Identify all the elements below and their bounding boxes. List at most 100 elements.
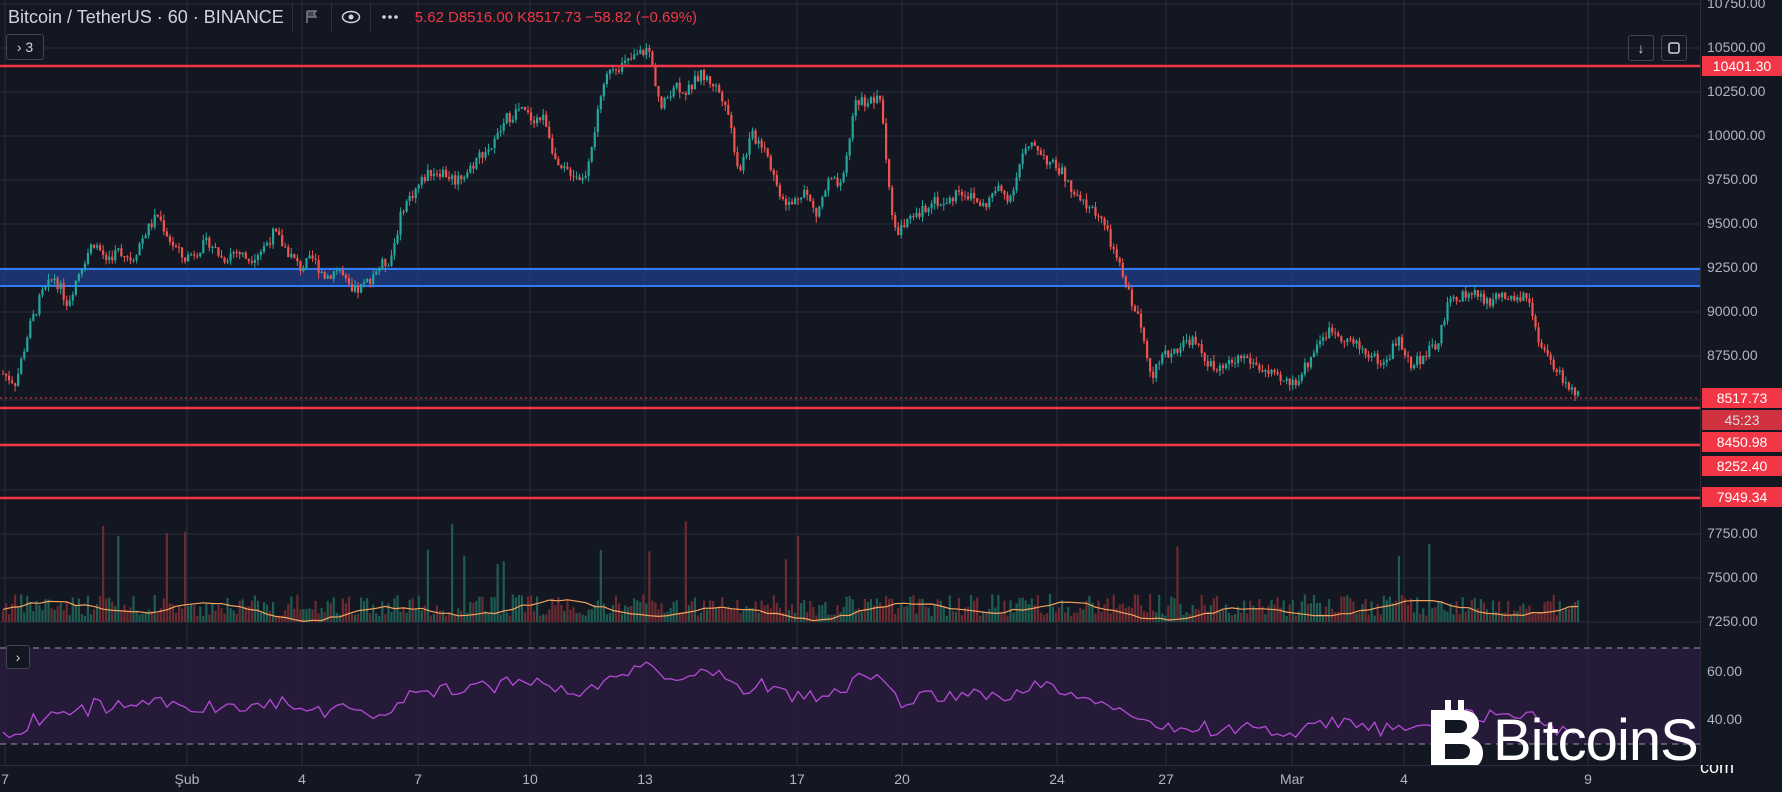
volume-bar bbox=[520, 595, 524, 622]
volume-bar bbox=[305, 609, 308, 622]
candle-body bbox=[593, 132, 596, 148]
volume-bar bbox=[727, 606, 730, 622]
volume-bar bbox=[284, 610, 287, 622]
candle-body bbox=[505, 113, 508, 124]
volume-bar bbox=[1230, 615, 1234, 622]
volume-bar bbox=[839, 612, 842, 622]
more-icon[interactable] bbox=[369, 2, 409, 32]
candle-body bbox=[642, 49, 645, 55]
candle-body bbox=[99, 245, 102, 251]
candle-body bbox=[1, 373, 5, 375]
volume-bar bbox=[636, 600, 639, 622]
flag-icon[interactable] bbox=[291, 2, 331, 32]
volume-bar bbox=[26, 595, 29, 622]
candle-body bbox=[259, 251, 263, 256]
candle-body bbox=[332, 271, 335, 279]
volume-bar bbox=[177, 606, 181, 622]
volume-bar bbox=[275, 615, 278, 622]
volume-bar bbox=[1510, 615, 1513, 622]
candle-body bbox=[599, 96, 602, 110]
volume-bar bbox=[994, 607, 997, 622]
legend-collapse-button[interactable]: › 3 bbox=[6, 34, 44, 60]
candle-body bbox=[1130, 289, 1134, 307]
volume-bar bbox=[190, 604, 193, 622]
volume-bar bbox=[1416, 597, 1419, 622]
candle-body bbox=[915, 212, 918, 217]
price-axis[interactable]: 10750.00 10500.00 10250.00 10000.00 9750.00 9… bbox=[1700, 0, 1782, 765]
candle-body bbox=[323, 271, 326, 279]
zone-fill bbox=[0, 269, 1700, 286]
volume-bar bbox=[736, 600, 739, 622]
rsi-legend-toggle[interactable]: › bbox=[6, 645, 30, 669]
volume-bar bbox=[1237, 606, 1240, 622]
volume-bar bbox=[326, 600, 329, 622]
volume-bar bbox=[220, 608, 223, 622]
candle-body bbox=[596, 109, 599, 133]
candle-body bbox=[363, 282, 366, 285]
candle-body bbox=[92, 244, 96, 248]
price-badge-level: 8450.98 bbox=[1702, 432, 1782, 452]
candle-body bbox=[1082, 199, 1085, 201]
price-chart[interactable] bbox=[0, 0, 1700, 765]
volume-bar bbox=[402, 608, 405, 622]
candle-body bbox=[1115, 249, 1118, 258]
volume-bar bbox=[824, 602, 827, 622]
candle-body bbox=[636, 53, 639, 55]
scroll-to-latest-button[interactable]: ↓ bbox=[1628, 35, 1654, 61]
candle-body bbox=[1133, 306, 1137, 312]
candle-body bbox=[454, 175, 457, 185]
candle-body bbox=[475, 158, 478, 169]
candle-body bbox=[65, 299, 68, 306]
candle-body bbox=[1182, 340, 1185, 348]
volume-bar bbox=[1124, 607, 1127, 622]
volume-bar bbox=[1558, 601, 1561, 622]
candle-body bbox=[438, 173, 442, 177]
price-tick: 9000.00 bbox=[1707, 303, 1758, 319]
volume-bar bbox=[1139, 605, 1143, 622]
candle-body bbox=[851, 116, 854, 139]
candle-body bbox=[787, 201, 791, 205]
eye-icon[interactable] bbox=[330, 2, 370, 32]
candle-body bbox=[1142, 327, 1146, 341]
candle-body bbox=[766, 148, 769, 157]
volume-bar bbox=[730, 609, 733, 622]
candle-body bbox=[633, 54, 636, 60]
price-tick: 9500.00 bbox=[1707, 215, 1758, 231]
maximize-button[interactable] bbox=[1661, 35, 1687, 61]
volume-bar bbox=[742, 610, 745, 622]
time-axis[interactable]: 7 Şub 4 7 10 13 17 20 24 27 Mar 4 9 bbox=[0, 765, 1700, 792]
candle-body bbox=[605, 74, 609, 85]
symbol-title[interactable]: Bitcoin / TetherUS · 60 · BINANCE bbox=[8, 6, 284, 27]
candle-body bbox=[1425, 355, 1428, 357]
volume-bar bbox=[1321, 614, 1325, 622]
candle-body bbox=[50, 279, 53, 281]
volume-bar bbox=[542, 614, 545, 622]
volume-bar bbox=[1270, 600, 1273, 622]
candle-body bbox=[1309, 356, 1313, 368]
candle-body bbox=[1164, 350, 1167, 355]
candle-body bbox=[733, 128, 736, 153]
candle-body bbox=[1218, 365, 1222, 372]
candle-body bbox=[827, 178, 830, 191]
candle-body bbox=[350, 284, 354, 292]
volume-bar bbox=[1373, 615, 1376, 622]
volume-bar bbox=[715, 607, 718, 622]
volume-bar bbox=[135, 610, 138, 622]
volume-bar bbox=[1501, 612, 1504, 622]
candle-body bbox=[848, 138, 851, 156]
volume-bar bbox=[1355, 613, 1358, 622]
candle-body bbox=[793, 198, 797, 204]
volume-bar bbox=[80, 614, 84, 622]
volume-bar bbox=[1073, 612, 1076, 622]
candle-body bbox=[1576, 391, 1580, 396]
candle-body bbox=[584, 175, 587, 178]
candle-body bbox=[481, 152, 484, 158]
volume-bar bbox=[117, 536, 120, 622]
candle-body bbox=[523, 107, 527, 111]
volume-bar bbox=[1142, 610, 1146, 622]
candle-body bbox=[630, 58, 633, 60]
candle-body bbox=[1176, 348, 1179, 353]
volume-bar bbox=[174, 612, 178, 622]
volume-bar bbox=[193, 605, 196, 622]
